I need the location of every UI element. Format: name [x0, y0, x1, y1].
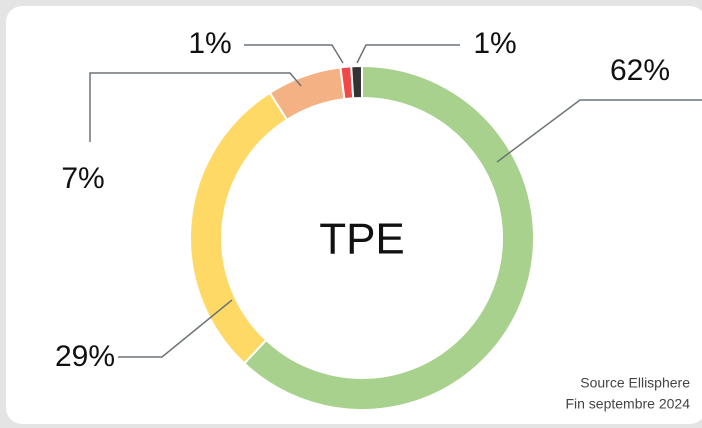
donut-segment [242, 64, 535, 411]
panel [6, 6, 702, 424]
leader-line [244, 44, 344, 64]
leader-line [496, 99, 702, 163]
source: Fin septembre 2024 [565, 396, 690, 412]
value-label: 1% [188, 27, 231, 60]
leader-line [356, 44, 460, 64]
value-label: 1% [473, 27, 516, 60]
value-label: 62% [610, 54, 670, 87]
leader-line [89, 72, 302, 142]
value-label: 29% [55, 340, 115, 373]
donut-segment [350, 64, 363, 100]
source: Source Ellisphere [580, 375, 690, 391]
center-label: TPE [319, 215, 405, 264]
leader-line [118, 299, 233, 358]
value-label: 7% [61, 162, 104, 195]
